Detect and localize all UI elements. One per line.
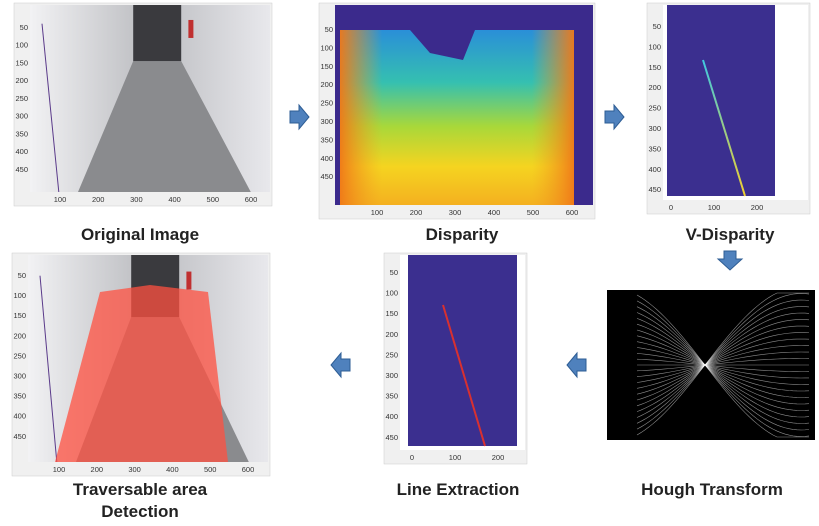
y-tick-label: 100 — [15, 41, 28, 50]
y-tick-label: 400 — [15, 147, 28, 156]
x-tick-label: 100 — [53, 465, 66, 474]
arrow-right — [290, 105, 309, 129]
y-tick-label: 100 — [320, 43, 333, 52]
arrow-down — [718, 251, 742, 270]
y-tick-label: 300 — [648, 124, 661, 133]
y-tick-label: 350 — [13, 392, 26, 401]
y-tick-label: 50 — [18, 271, 26, 280]
x-tick-label: 300 — [449, 208, 462, 217]
x-tick-label: 400 — [488, 208, 501, 217]
y-tick-label: 200 — [13, 331, 26, 340]
x-tick-label: 200 — [92, 195, 105, 204]
x-tick-label: 500 — [527, 208, 540, 217]
panel-title: V-Disparity — [640, 224, 819, 246]
panel-title: Disparity — [372, 224, 552, 246]
vdisp-map — [667, 5, 775, 196]
x-tick-label: 200 — [91, 465, 104, 474]
x-tick-label: 0 — [410, 453, 414, 462]
y-tick-label: 400 — [320, 154, 333, 163]
y-tick-label: 50 — [390, 268, 398, 277]
y-tick-label: 150 — [385, 309, 398, 318]
y-tick-label: 450 — [320, 172, 333, 181]
y-tick-label: 250 — [320, 99, 333, 108]
x-tick-label: 100 — [449, 453, 462, 462]
x-tick-label: 300 — [130, 195, 143, 204]
y-tick-label: 450 — [13, 432, 26, 441]
y-tick-label: 350 — [15, 129, 28, 138]
x-tick-label: 600 — [242, 465, 255, 474]
y-tick-label: 50 — [653, 22, 661, 31]
panel-title: Traversable area Detection — [65, 479, 215, 523]
x-tick-label: 200 — [751, 203, 764, 212]
y-tick-label: 300 — [15, 112, 28, 121]
y-tick-label: 150 — [648, 63, 661, 72]
y-tick-label: 400 — [385, 412, 398, 421]
panel-title: Hough Transform — [622, 479, 802, 501]
x-tick-label: 600 — [245, 195, 258, 204]
x-tick-label: 100 — [54, 195, 67, 204]
x-tick-label: 500 — [207, 195, 220, 204]
y-tick-label: 200 — [15, 76, 28, 85]
x-tick-label: 400 — [168, 195, 181, 204]
pipeline-figure: 1002003004005006005010015020025030035040… — [0, 0, 819, 526]
y-tick-label: 250 — [13, 351, 26, 360]
x-tick-label: 300 — [128, 465, 141, 474]
y-tick-label: 250 — [648, 104, 661, 113]
photo-back — [133, 5, 181, 61]
y-tick-label: 200 — [648, 83, 661, 92]
line-map — [408, 255, 517, 446]
y-tick-label: 200 — [385, 330, 398, 339]
arrow-left — [331, 353, 350, 377]
y-tick-label: 350 — [385, 392, 398, 401]
y-tick-label: 300 — [385, 371, 398, 380]
arrow-right — [605, 105, 624, 129]
y-tick-label: 300 — [320, 117, 333, 126]
x-tick-label: 500 — [204, 465, 217, 474]
y-tick-label: 300 — [13, 371, 26, 380]
panel-title: Original Image — [50, 224, 230, 246]
y-tick-label: 150 — [320, 62, 333, 71]
photo-extinguisher — [188, 20, 193, 38]
y-tick-label: 400 — [648, 165, 661, 174]
y-tick-label: 200 — [320, 80, 333, 89]
figure-canvas: 1002003004005006005010015020025030035040… — [0, 0, 819, 526]
x-tick-label: 0 — [669, 203, 673, 212]
x-tick-label: 200 — [492, 453, 505, 462]
y-tick-label: 250 — [15, 94, 28, 103]
y-tick-label: 450 — [385, 433, 398, 442]
x-tick-label: 100 — [371, 208, 384, 217]
y-tick-label: 50 — [325, 25, 333, 34]
y-tick-label: 50 — [20, 23, 28, 32]
y-tick-label: 450 — [15, 165, 28, 174]
y-tick-label: 250 — [385, 350, 398, 359]
y-tick-label: 150 — [13, 311, 26, 320]
y-tick-label: 100 — [13, 291, 26, 300]
x-tick-label: 400 — [166, 465, 179, 474]
photo-extinguisher — [186, 272, 191, 290]
y-tick-label: 150 — [15, 58, 28, 67]
x-tick-label: 600 — [566, 208, 579, 217]
x-tick-label: 100 — [708, 203, 721, 212]
y-tick-label: 400 — [13, 412, 26, 421]
y-tick-label: 100 — [648, 42, 661, 51]
y-tick-label: 100 — [385, 289, 398, 298]
x-tick-label: 200 — [410, 208, 423, 217]
panel-title: Line Extraction — [368, 479, 548, 501]
arrow-left — [567, 353, 586, 377]
y-tick-label: 450 — [648, 185, 661, 194]
y-tick-label: 350 — [320, 135, 333, 144]
y-tick-label: 350 — [648, 144, 661, 153]
